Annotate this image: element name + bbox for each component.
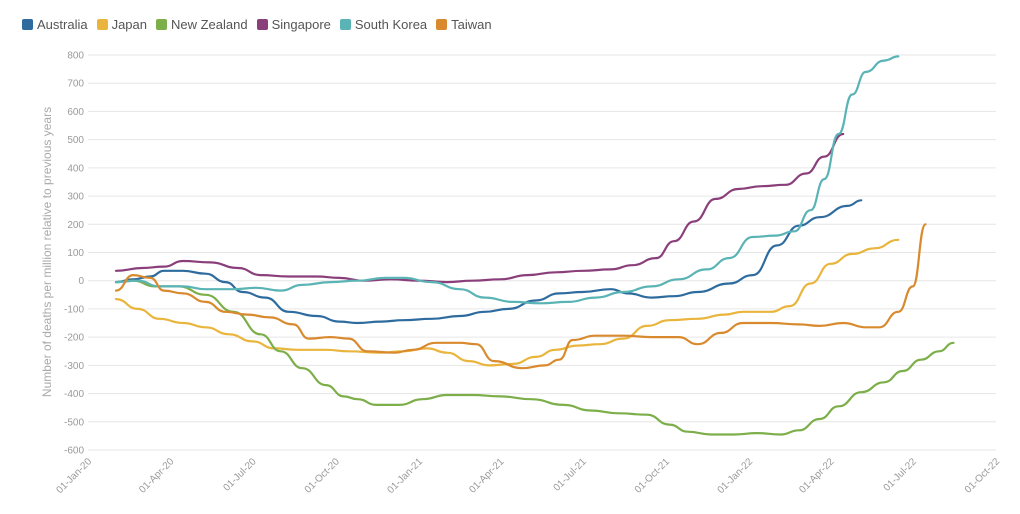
legend-label: Australia bbox=[37, 16, 88, 32]
x-axis-ticks: 01-Jan-20 01-Apr-20 01-Jul-20 01-Oct-20 01-J… bbox=[55, 456, 1003, 496]
series-line-australia[interactable] bbox=[114, 199, 863, 325]
x-tick-label: 01-Jul-21 bbox=[552, 456, 590, 494]
series-line-new-zealand[interactable] bbox=[114, 279, 955, 436]
legend-item-taiwan[interactable]: Taiwan bbox=[436, 16, 492, 32]
legend-item-singapore[interactable]: Singapore bbox=[256, 16, 331, 32]
y-tick-label: 300 bbox=[67, 192, 84, 203]
y-tick-label: -200 bbox=[64, 333, 84, 344]
series-lines bbox=[114, 55, 955, 436]
x-tick-label: 01-Oct-21 bbox=[633, 456, 673, 496]
x-tick-label: 01-Jul-22 bbox=[882, 456, 920, 494]
y-tick-label: 400 bbox=[67, 163, 84, 174]
series-line-japan[interactable] bbox=[114, 238, 900, 367]
y-tick-label: -500 bbox=[64, 417, 84, 428]
series-line-singapore[interactable] bbox=[114, 132, 845, 284]
legend-item-japan[interactable]: Japan bbox=[96, 16, 147, 32]
legend-swatch bbox=[339, 18, 351, 30]
y-tick-label: -400 bbox=[64, 389, 84, 400]
legend-swatch bbox=[256, 18, 268, 30]
legend-swatch bbox=[156, 18, 167, 30]
legend-item-new-zealand[interactable]: New Zealand bbox=[156, 17, 248, 32]
x-tick-label: 01-Apr-21 bbox=[467, 456, 507, 496]
x-tick-label: 01-Oct-20 bbox=[303, 456, 343, 496]
legend-label: Singapore bbox=[271, 16, 331, 32]
legend-label: South Korea bbox=[354, 16, 428, 32]
gridlines bbox=[88, 54, 996, 451]
y-tick-label: 700 bbox=[67, 79, 84, 90]
legend-swatch bbox=[436, 18, 448, 30]
x-tick-label: 01-Apr-22 bbox=[797, 456, 837, 496]
y-tick-label: -600 bbox=[64, 446, 84, 457]
x-tick-label: 01-Apr-20 bbox=[137, 456, 177, 496]
y-tick-label: 500 bbox=[67, 135, 84, 146]
legend-item-south-korea[interactable]: South Korea bbox=[339, 16, 428, 32]
legend-swatch bbox=[96, 18, 108, 30]
y-tick-label: -100 bbox=[64, 304, 84, 315]
series-line-south-korea[interactable] bbox=[114, 55, 900, 305]
y-axis-title: Number of deaths per million relative to… bbox=[40, 107, 54, 397]
x-tick-label: 01-Oct-22 bbox=[963, 456, 1003, 496]
x-tick-label: 01-Jan-20 bbox=[55, 456, 95, 496]
legend: Australia Japan New Zealand Singapore South … bbox=[22, 14, 501, 34]
y-axis-ticks: 800 700 600 500 400 300 200 100 0 -100 -200 -300 -40… bbox=[64, 51, 84, 457]
y-tick-label: -300 bbox=[64, 361, 84, 372]
y-tick-label: 800 bbox=[67, 51, 84, 62]
x-tick-label: 01-Jul-20 bbox=[221, 456, 259, 494]
y-tick-label: 600 bbox=[67, 107, 84, 118]
legend-swatch bbox=[22, 18, 33, 30]
legend-label: Taiwan bbox=[451, 16, 492, 32]
legend-label: Japan bbox=[111, 16, 147, 32]
y-tick-label: 0 bbox=[78, 276, 84, 287]
series-line-taiwan[interactable] bbox=[114, 223, 927, 370]
x-tick-label: 01-Jan-22 bbox=[716, 456, 756, 496]
x-tick-label: 01-Jan-21 bbox=[386, 456, 426, 496]
y-tick-label: 200 bbox=[67, 220, 84, 231]
legend-item-australia[interactable]: Australia bbox=[22, 17, 88, 32]
y-tick-label: 100 bbox=[67, 248, 84, 259]
legend-label: New Zealand bbox=[171, 16, 248, 32]
